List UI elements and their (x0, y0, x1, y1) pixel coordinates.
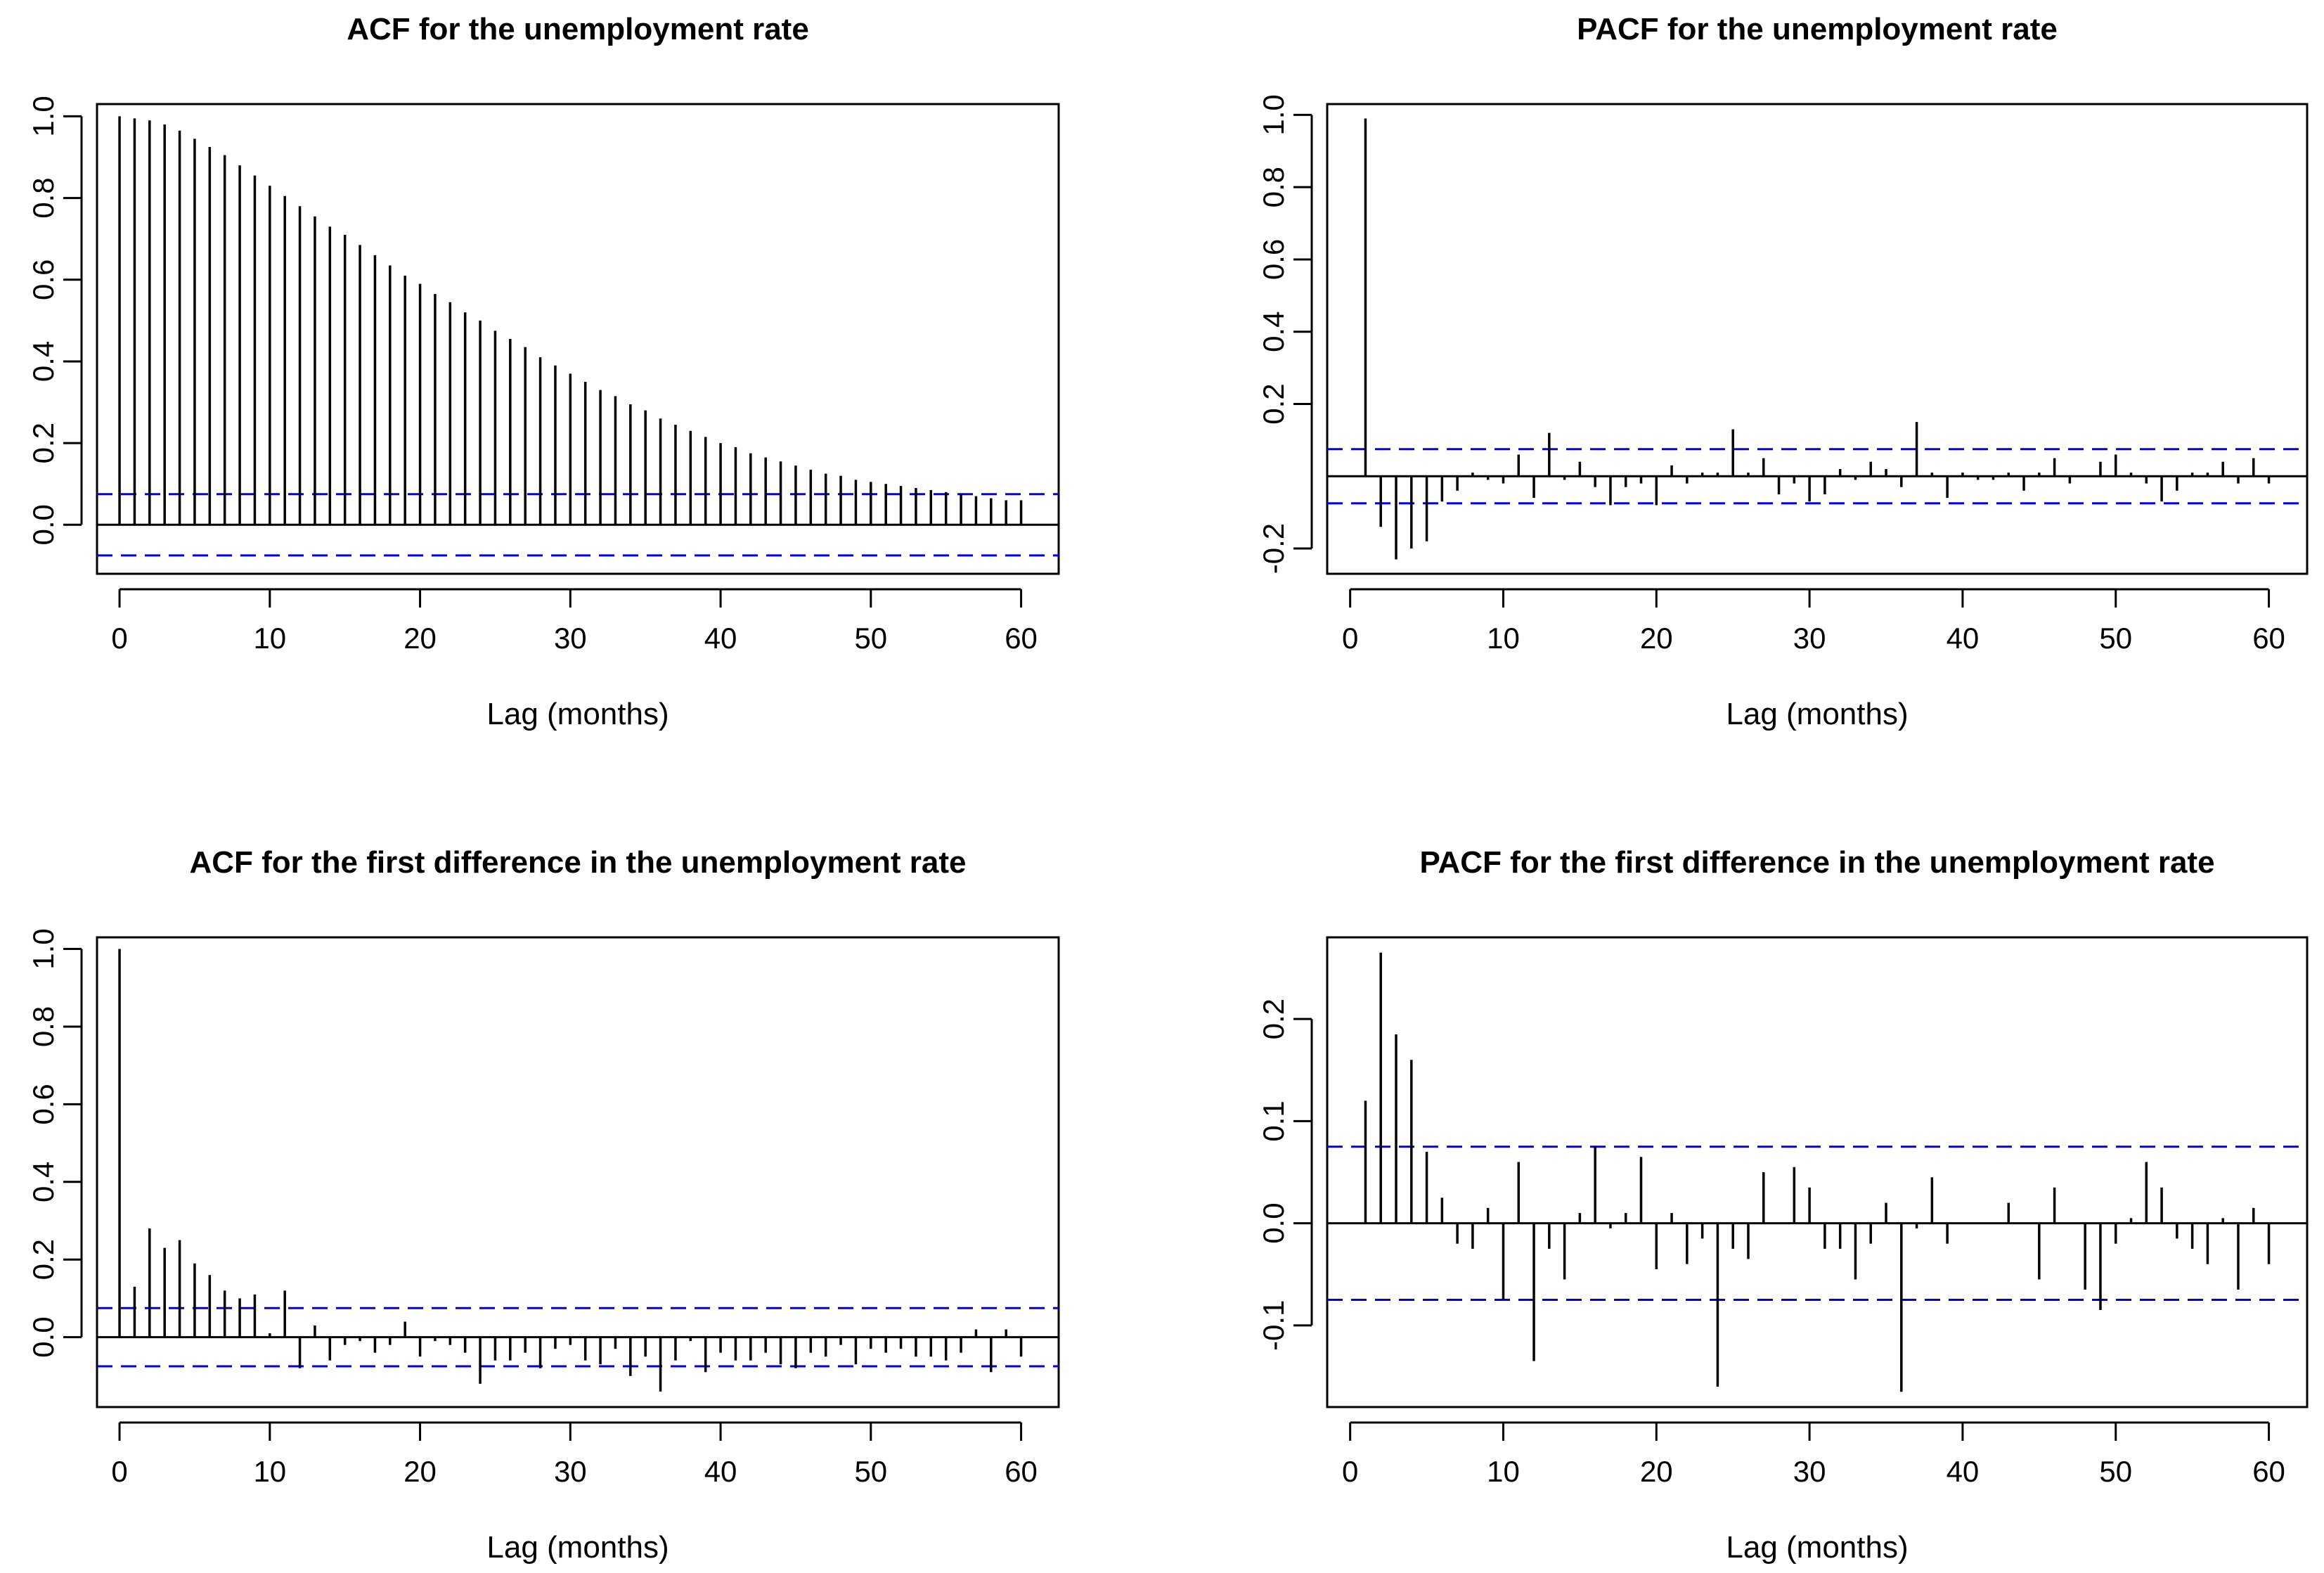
chart-title: PACF for the unemployment rate (1577, 12, 2058, 46)
plot-frame (96, 936, 1060, 1408)
x-tick-label: 10 (1487, 622, 1520, 655)
plot-frame (96, 103, 1060, 575)
x-tick-label: 30 (554, 622, 587, 655)
pacf-first-difference-panel: PACF for the first difference in the une… (1257, 845, 2309, 1565)
x-tick-label: 20 (1640, 622, 1673, 655)
x-tick-label: 60 (2252, 622, 2285, 655)
y-tick-label: -0.1 (1257, 1300, 1290, 1351)
x-tick-label: 0 (1342, 1455, 1358, 1488)
plot-frame (1326, 103, 2309, 575)
y-tick-label: 0.1 (1257, 1100, 1290, 1141)
chart-title: PACF for the first difference in the une… (1419, 845, 2214, 880)
y-tick-label: 0.2 (27, 1239, 60, 1280)
y-tick-label: 0.8 (27, 1006, 60, 1047)
y-tick-label: 0.4 (27, 1162, 60, 1202)
acf-first-difference-panel: ACF for the first difference in the unem… (27, 845, 1060, 1565)
acf-unemployment-panel: ACF for the unemployment rate Lag (month… (27, 12, 1060, 731)
x-tick-label: 30 (1793, 1455, 1826, 1488)
x-axis-label: Lag (months) (1726, 697, 1908, 731)
x-tick-label: 60 (1005, 1455, 1038, 1488)
x-tick-label: 60 (2252, 1455, 2285, 1488)
y-tick-label: 1.0 (1257, 94, 1290, 135)
x-tick-label: 20 (404, 622, 437, 655)
x-axis-label: Lag (months) (486, 697, 669, 731)
x-tick-label: 0 (1342, 622, 1358, 655)
x-tick-label: 0 (111, 1455, 127, 1488)
y-tick-label: 0.6 (27, 259, 60, 300)
x-tick-label: 40 (704, 622, 737, 655)
x-tick-label: 40 (1947, 622, 1980, 655)
pacf-unemployment-panel: PACF for the unemployment rate Lag (mont… (1257, 12, 2309, 731)
y-tick-label: 0.6 (1257, 239, 1290, 280)
x-tick-label: 10 (253, 622, 286, 655)
y-tick-label: 1.0 (27, 928, 60, 969)
y-tick-label: -0.2 (1257, 523, 1290, 574)
chart-title: ACF for the first difference in the unem… (189, 845, 966, 880)
y-tick-label: 1.0 (27, 96, 60, 136)
x-tick-label: 50 (854, 1455, 887, 1488)
x-axis-label: Lag (months) (486, 1530, 669, 1565)
y-tick-label: 0.8 (1257, 167, 1290, 207)
y-tick-label: 0.4 (1257, 312, 1290, 352)
x-tick-label: 60 (1005, 622, 1038, 655)
x-tick-label: 40 (1947, 1455, 1980, 1488)
x-tick-label: 10 (1487, 1455, 1520, 1488)
y-tick-label: 0.2 (1257, 383, 1290, 424)
x-tick-label: 50 (854, 622, 887, 655)
x-tick-label: 50 (2099, 1455, 2132, 1488)
y-tick-label: 0.0 (27, 504, 60, 545)
chart-title: ACF for the unemployment rate (347, 12, 809, 46)
x-tick-label: 10 (253, 1455, 286, 1488)
y-tick-label: 0.2 (27, 423, 60, 463)
y-tick-label: 0.0 (1257, 1202, 1290, 1243)
x-tick-label: 30 (554, 1455, 587, 1488)
y-tick-label: 0.0 (27, 1316, 60, 1357)
x-tick-label: 40 (704, 1455, 737, 1488)
x-axis-label: Lag (months) (1726, 1530, 1908, 1565)
y-tick-label: 0.6 (27, 1084, 60, 1124)
y-tick-label: 0.8 (27, 177, 60, 218)
x-tick-label: 0 (111, 622, 127, 655)
x-tick-label: 20 (404, 1455, 437, 1488)
x-tick-label: 20 (1640, 1455, 1673, 1488)
x-tick-label: 30 (1793, 622, 1826, 655)
y-tick-label: 0.4 (27, 341, 60, 382)
x-tick-label: 50 (2099, 622, 2132, 655)
y-tick-label: 0.2 (1257, 999, 1290, 1039)
plot-frame (1326, 936, 2309, 1408)
